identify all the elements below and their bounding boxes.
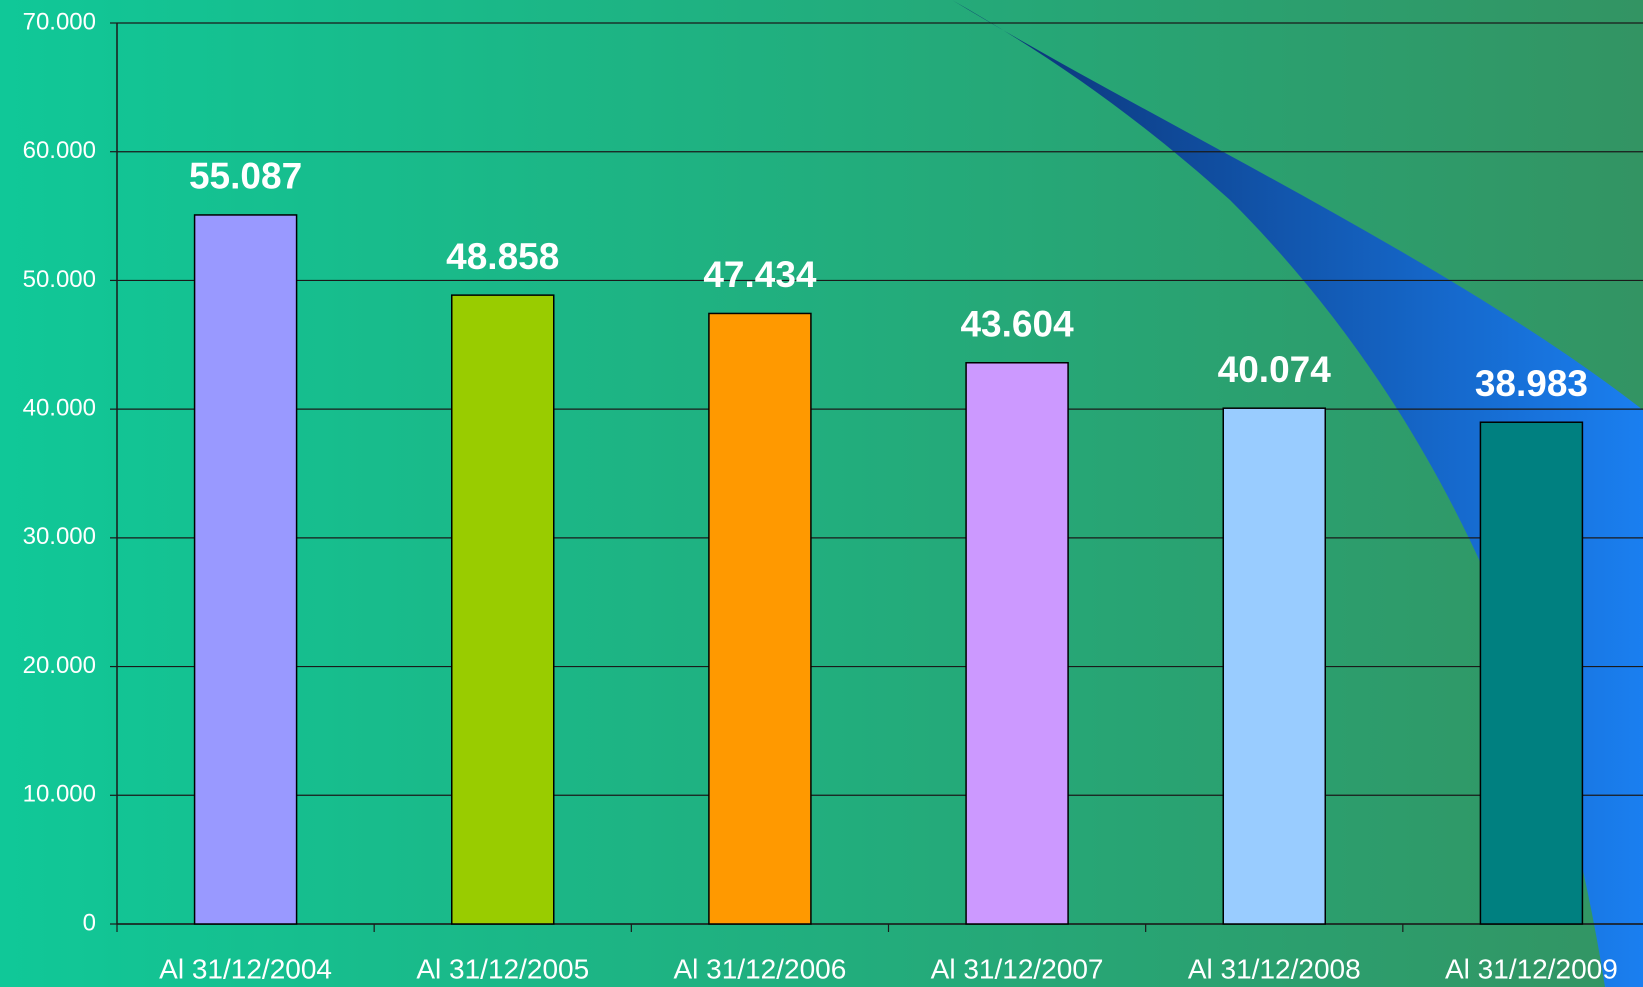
y-tick-label: 60.000 [23, 137, 96, 164]
bar [452, 295, 554, 924]
x-tick-label: Al 31/12/2009 [1445, 953, 1618, 984]
value-label: 55.087 [189, 156, 302, 197]
y-tick-label: 40.000 [23, 394, 96, 421]
x-tick-label: Al 31/12/2006 [674, 953, 847, 984]
bar [966, 363, 1068, 924]
value-label: 43.604 [960, 304, 1074, 345]
value-label: 47.434 [703, 254, 817, 295]
x-tick-label: Al 31/12/2004 [159, 953, 332, 984]
y-tick-label: 70.000 [23, 8, 96, 35]
x-tick-label: Al 31/12/2005 [416, 953, 589, 984]
bar [1223, 408, 1325, 924]
y-tick-label: 50.000 [23, 266, 96, 293]
value-label: 38.983 [1475, 363, 1588, 404]
y-tick-label: 20.000 [23, 652, 96, 679]
chart: 0 10.000 20.000 30.000 40.000 50.000 60.000 70.… [0, 0, 1643, 987]
bar [709, 313, 811, 924]
y-tick-label: 0 [83, 909, 96, 936]
x-tick-label: Al 31/12/2008 [1188, 953, 1361, 984]
value-label: 48.858 [446, 236, 559, 277]
y-tick-label: 30.000 [23, 523, 96, 550]
value-label: 40.074 [1218, 349, 1332, 390]
page: 0 10.000 20.000 30.000 40.000 50.000 60.000 70.… [0, 0, 1643, 987]
y-tick-label: 10.000 [23, 781, 96, 808]
x-tick-label: Al 31/12/2007 [931, 953, 1104, 984]
bar [195, 215, 297, 924]
bar [1480, 422, 1582, 924]
